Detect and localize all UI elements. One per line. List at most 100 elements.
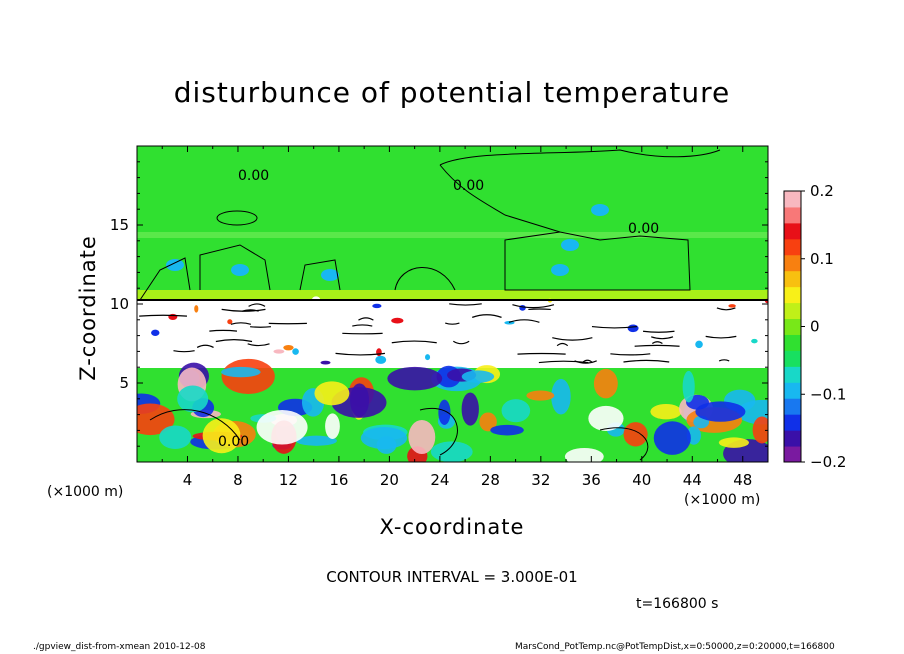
colorbar-tick-label: 0 — [810, 318, 820, 336]
contour-line — [248, 303, 266, 307]
contour-line — [299, 259, 341, 291]
noise-blob — [194, 305, 199, 313]
field-blob — [461, 370, 495, 383]
field-blob — [387, 366, 443, 391]
contour-line — [705, 335, 737, 339]
colorbar-segment — [784, 382, 801, 399]
field-blob — [653, 421, 691, 455]
contour-line — [439, 149, 721, 166]
x-axis-label: X-coordinate — [379, 515, 525, 539]
colorbar-segment — [784, 286, 801, 304]
x-tick-label: 4 — [183, 471, 193, 489]
contour-line — [591, 325, 638, 329]
field-blob — [752, 416, 768, 444]
contour-line — [634, 344, 680, 347]
chart-title: disturbunce of potential temperature — [173, 76, 731, 109]
field-blob — [650, 403, 682, 420]
contour-line — [199, 244, 271, 291]
field-blob — [526, 390, 555, 401]
field-blob — [376, 436, 397, 454]
contour-line — [718, 359, 730, 362]
x-unit-label-left: (×1000 m) — [47, 484, 124, 500]
noise-blob — [376, 348, 382, 357]
contour-line — [445, 322, 460, 325]
contour-line — [216, 210, 258, 226]
field-blob — [296, 435, 337, 446]
colorbar-tick-label: 0.1 — [810, 250, 834, 268]
x-tick-label: 24 — [430, 471, 449, 489]
contour-line — [538, 360, 589, 364]
noise-blob — [196, 328, 208, 332]
noise-blob — [695, 340, 703, 349]
colorbar-segment — [784, 334, 801, 351]
contour-label: 0.00 — [628, 221, 659, 237]
noise-blob — [151, 329, 160, 336]
contour-line — [449, 303, 482, 306]
contour-label: 0.00 — [453, 178, 484, 194]
field-blob — [588, 405, 624, 431]
contour-line — [504, 231, 691, 291]
x-tick-label: 20 — [380, 471, 399, 489]
y-tick-label: 15 — [110, 216, 129, 234]
colorbar-segment — [784, 366, 801, 383]
contour-line — [391, 340, 437, 344]
field-blob — [314, 381, 350, 406]
colorbar-segment — [784, 350, 801, 367]
colorbar-segment — [784, 398, 801, 415]
x-tick-label: 8 — [233, 471, 243, 489]
field-blob — [623, 422, 648, 447]
field-blob — [695, 401, 746, 422]
colorbar-segment — [784, 238, 801, 256]
field-blob — [461, 392, 479, 426]
contour-line — [221, 308, 266, 312]
field-blob — [551, 378, 571, 415]
x-unit-label-right: (×1000 m) — [684, 492, 761, 508]
x-tick-label: 44 — [683, 471, 702, 489]
contour-line — [196, 344, 214, 348]
noise-blob — [728, 304, 736, 308]
colorbar-segment — [784, 414, 801, 431]
field-blob — [682, 370, 695, 403]
field-blob — [221, 366, 261, 378]
field-blob — [137, 403, 175, 436]
heatmap-field — [137, 146, 768, 462]
noise-blob — [751, 338, 758, 344]
contour-line — [352, 324, 373, 327]
colorbar-segment — [784, 206, 801, 224]
contour-line — [452, 340, 470, 345]
noise-blob — [372, 303, 382, 309]
x-tick-label: 48 — [733, 471, 752, 489]
upper-blob — [231, 264, 249, 276]
x-tick-label: 36 — [582, 471, 601, 489]
contour-line — [651, 336, 674, 340]
footer-data-info: MarsCond_PotTemp.nc@PotTempDist,x=0:5000… — [515, 642, 835, 652]
contour-line — [209, 329, 238, 332]
field-blob — [202, 418, 241, 454]
upper-blob — [166, 259, 184, 271]
contour-interval-text: CONTOUR INTERVAL = 3.000E-01 — [326, 568, 578, 586]
noise-blob — [320, 360, 331, 365]
contour-line — [439, 164, 561, 233]
colorbar-tick-label: −0.1 — [810, 385, 846, 403]
contour-label: 0.00 — [238, 168, 269, 184]
colorbar-tick-label: −0.2 — [810, 453, 846, 471]
contour-line — [552, 337, 593, 341]
field-blob — [593, 368, 618, 399]
contour-line — [149, 407, 649, 461]
footer-script-info: ./gpview_dist-from-xmean 2010-12-08 — [33, 642, 206, 652]
colorbar-segment — [784, 302, 801, 320]
upper-blob — [561, 239, 579, 251]
contour-line — [394, 267, 456, 291]
noise-blob — [292, 348, 299, 355]
colorbar-tick-label: 0.2 — [810, 182, 834, 200]
contour-line — [247, 343, 270, 347]
colorbar-segment — [784, 222, 801, 240]
field-blob — [177, 385, 209, 413]
contour-line — [517, 352, 566, 355]
colorbar-segment — [784, 270, 801, 288]
x-tick-label: 28 — [481, 471, 500, 489]
contour-line — [716, 307, 736, 311]
field-blob — [479, 412, 497, 432]
contour-line — [139, 257, 191, 301]
